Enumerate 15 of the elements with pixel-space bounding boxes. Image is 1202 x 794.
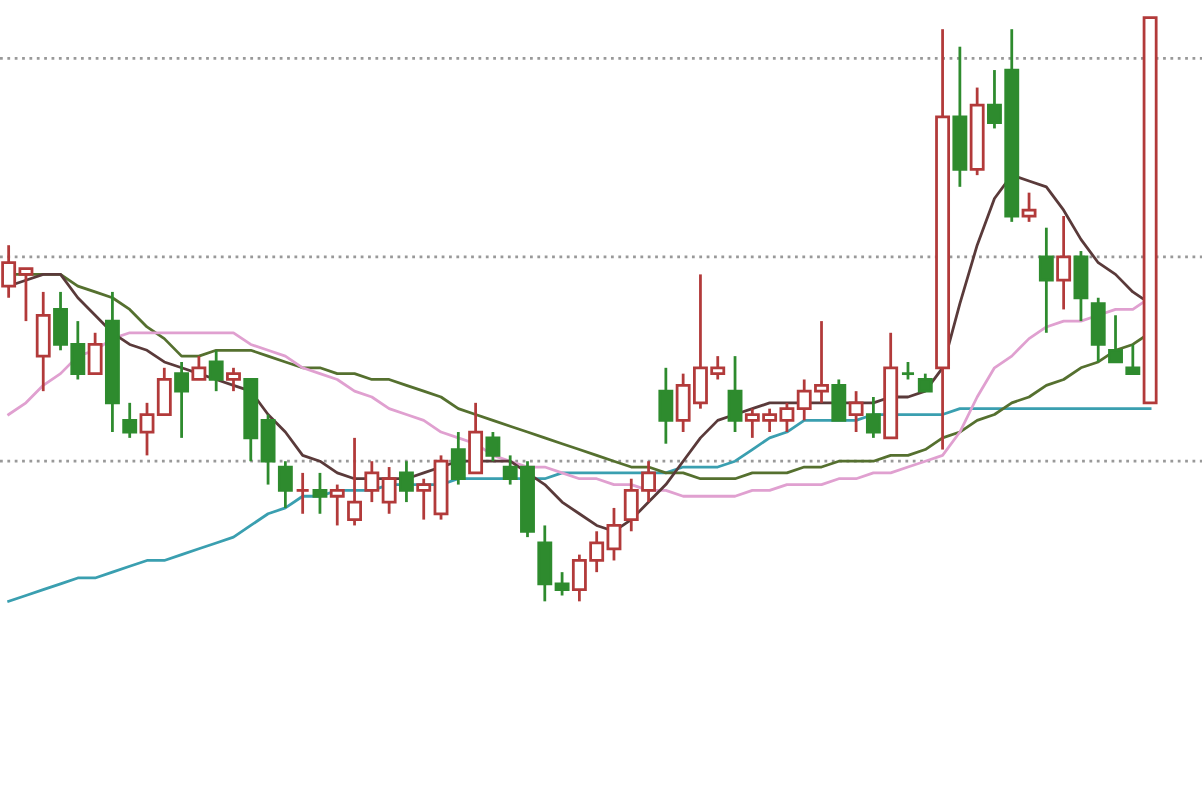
candlestick [1056,214,1072,311]
candlestick [174,360,190,440]
candlestick [952,45,968,189]
candlestick [1038,226,1054,335]
candlestick [122,401,138,440]
candlestick [865,395,881,440]
candlestick [935,27,951,451]
candlestick [295,471,311,516]
candlestick [398,459,414,504]
candlestick [35,290,51,393]
candlestick [208,348,224,393]
candlestick [450,430,466,486]
candlestick [104,290,120,434]
candlestick [277,459,293,510]
candlestick [658,366,674,446]
